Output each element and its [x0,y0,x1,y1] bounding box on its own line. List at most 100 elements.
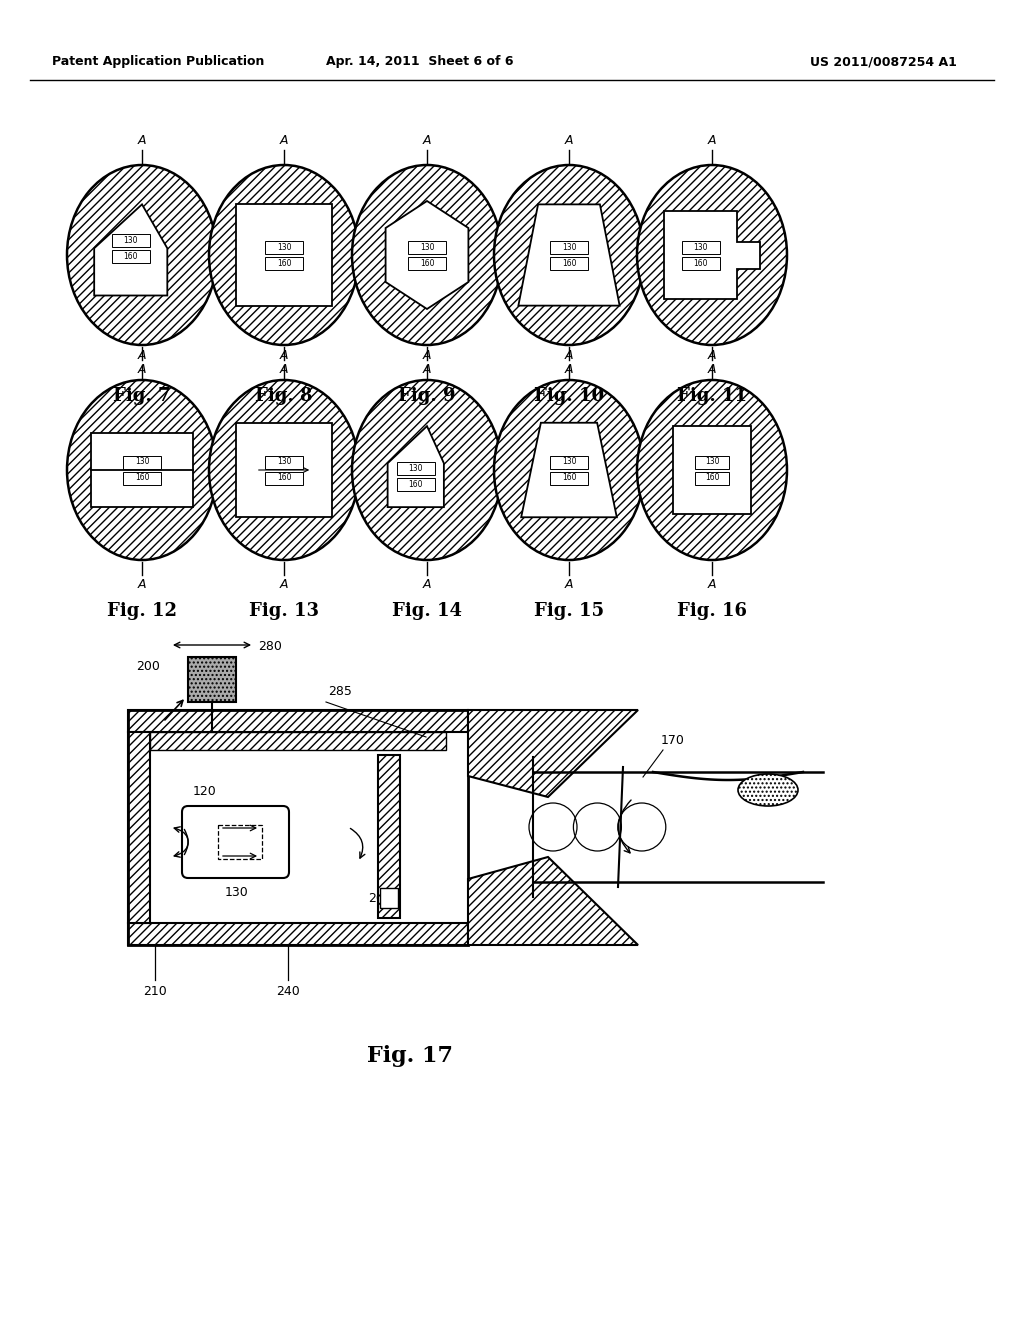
Text: A: A [565,135,573,147]
Text: Fig. 9: Fig. 9 [398,387,456,405]
FancyBboxPatch shape [396,462,435,475]
FancyBboxPatch shape [695,471,729,484]
Text: A: A [423,348,431,362]
Text: 130: 130 [562,458,577,466]
FancyBboxPatch shape [112,234,150,247]
FancyBboxPatch shape [112,249,150,263]
Text: A: A [423,578,431,591]
Polygon shape [237,422,332,517]
Text: A: A [280,363,288,376]
Text: A: A [708,348,716,362]
Polygon shape [673,426,752,513]
Ellipse shape [738,774,798,807]
Text: A: A [708,578,716,591]
Text: 240: 240 [276,985,300,998]
Text: 130: 130 [409,465,423,474]
Text: A: A [423,363,431,376]
Ellipse shape [637,165,787,345]
FancyBboxPatch shape [265,471,303,484]
Text: A: A [263,822,270,833]
Text: 160: 160 [693,259,708,268]
Text: A: A [138,578,146,591]
Text: 130: 130 [276,243,291,252]
Polygon shape [94,205,167,296]
Text: Apr. 14, 2011  Sheet 6 of 6: Apr. 14, 2011 Sheet 6 of 6 [327,55,514,69]
Text: A: A [708,135,716,147]
Text: 160: 160 [276,474,291,483]
Polygon shape [518,205,620,306]
FancyBboxPatch shape [396,478,435,491]
Ellipse shape [209,380,359,560]
Ellipse shape [494,380,644,560]
Text: Fig. 8: Fig. 8 [255,387,312,405]
FancyBboxPatch shape [408,256,446,269]
FancyBboxPatch shape [128,733,150,923]
Text: 130: 130 [420,243,434,252]
Text: 160: 160 [276,259,291,268]
Ellipse shape [352,380,502,560]
Text: A: A [263,851,270,861]
Text: Fig. 14: Fig. 14 [392,602,462,620]
Text: 150: 150 [553,928,577,941]
FancyBboxPatch shape [380,888,398,908]
Polygon shape [665,211,760,298]
FancyBboxPatch shape [550,471,588,484]
Text: A: A [280,348,288,362]
Text: 160: 160 [562,259,577,268]
Text: A: A [565,348,573,362]
Ellipse shape [352,165,502,345]
Text: A: A [423,135,431,147]
FancyBboxPatch shape [265,455,303,469]
Text: 210: 210 [143,985,167,998]
Text: 200: 200 [136,660,160,673]
Polygon shape [521,422,616,517]
Polygon shape [468,857,638,945]
Text: A: A [138,135,146,147]
Text: 130: 130 [693,243,708,252]
FancyBboxPatch shape [265,240,303,253]
Text: 160: 160 [361,729,385,741]
Text: 160: 160 [135,474,150,483]
FancyBboxPatch shape [150,733,446,750]
Polygon shape [468,710,638,797]
Polygon shape [237,205,332,306]
FancyBboxPatch shape [265,256,303,269]
Text: 130: 130 [225,886,249,899]
Ellipse shape [209,165,359,345]
Ellipse shape [637,380,787,560]
Text: 120: 120 [193,785,217,799]
Polygon shape [91,433,193,507]
FancyBboxPatch shape [682,240,720,253]
Ellipse shape [494,165,644,345]
FancyBboxPatch shape [188,657,236,702]
FancyBboxPatch shape [550,256,588,269]
Text: Fig. 10: Fig. 10 [534,387,604,405]
Text: Fig. 17: Fig. 17 [367,1045,453,1067]
Text: 130: 130 [705,458,719,466]
Text: 170: 170 [662,734,685,747]
FancyBboxPatch shape [695,455,729,469]
Text: A: A [138,363,146,376]
Text: 160: 160 [124,252,138,261]
FancyBboxPatch shape [128,710,468,733]
Text: Patent Application Publication: Patent Application Publication [52,55,264,69]
Polygon shape [388,426,443,507]
Text: 265: 265 [368,891,392,904]
FancyBboxPatch shape [123,455,161,469]
Text: A: A [565,363,573,376]
Text: US 2011/0087254 A1: US 2011/0087254 A1 [810,55,956,69]
Text: Fig. 13: Fig. 13 [249,602,319,620]
FancyBboxPatch shape [550,455,588,469]
Text: 160: 160 [420,259,434,268]
FancyBboxPatch shape [378,755,400,917]
Text: 280: 280 [258,640,282,653]
FancyBboxPatch shape [150,733,446,923]
FancyBboxPatch shape [408,240,446,253]
Text: A: A [280,578,288,591]
FancyBboxPatch shape [182,807,289,878]
Ellipse shape [67,380,217,560]
Text: Fig. 16: Fig. 16 [677,602,746,620]
FancyBboxPatch shape [128,923,468,945]
Text: Fig. 15: Fig. 15 [534,602,604,620]
Text: 160: 160 [562,474,577,483]
